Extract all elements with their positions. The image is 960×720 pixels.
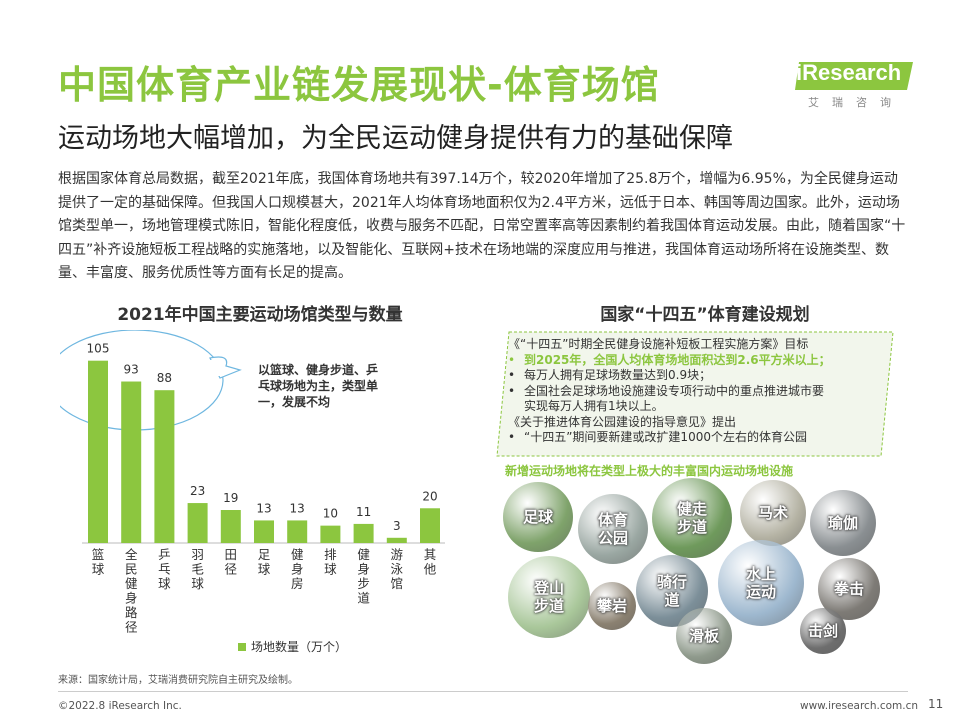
facility-label: 瑜伽 <box>827 514 858 532</box>
footer-divider <box>58 691 908 692</box>
category-label: 游泳馆 <box>391 547 404 591</box>
copyright: ©2022.8 iResearch Inc. <box>58 700 182 712</box>
bullet: • <box>508 430 516 444</box>
plan-line: • 每万人拥有足球场数量达到0.9块； <box>508 368 888 384</box>
chart-title: 2021年中国主要运动场馆类型与数量 <box>117 305 403 325</box>
category-label: 全民健身路径 <box>125 547 138 635</box>
bar-value-label: 23 <box>190 484 205 498</box>
facility-label: 攀岩 <box>596 597 627 615</box>
facility-label: 拳击 <box>833 580 864 598</box>
bars-group: 105 篮球 93 全民健身路径 88 乒乓球 23 羽毛球 19 田径 13 足球 13 健身房 10 排球… <box>87 342 440 635</box>
legend-label: 场地数量（万个） <box>251 640 348 654</box>
bullet: • <box>508 352 516 367</box>
facility-circle: 登山步道 <box>508 556 590 638</box>
plan-line: • “十四五”期间要新建或改扩建1000个左右的体育公园 <box>508 430 888 446</box>
plan-line: • 全国社会足球场地设施建设专项行动中的重点推进城市要 <box>508 384 888 400</box>
facility-circle: 体育公园 <box>578 494 648 564</box>
bar-value-label: 11 <box>356 505 371 519</box>
facility-label: 滑板 <box>688 627 719 645</box>
bar-10 <box>420 508 440 543</box>
bar-9 <box>386 537 407 543</box>
page-number: 11 <box>928 697 944 711</box>
category-label: 篮球 <box>92 547 105 577</box>
bar-5 <box>254 520 274 543</box>
logo-subtitle: 艾瑞咨询 <box>808 96 904 109</box>
category-label: 排球 <box>324 547 337 577</box>
bar-value-label: 93 <box>124 363 139 377</box>
bar-0 <box>88 360 108 543</box>
intro-paragraph: 根据国家体育总局数据，截至2021年底，我国体育场地共有397.14万个，较20… <box>58 171 906 281</box>
plan-line: 《关于推进体育公园建设的指导意见》提出 <box>508 415 888 431</box>
bar-6 <box>287 520 308 543</box>
category-label: 田径 <box>225 547 238 577</box>
iresearch-logo <box>795 62 913 90</box>
facility-label: 健走步道 <box>676 500 707 536</box>
plan-line-text: “十四五”期间要新建或改扩建1000个左右的体育公园 <box>524 430 807 444</box>
callout-text: 以篮球、健身步道、乒 <box>258 362 378 377</box>
bar-2 <box>154 390 175 543</box>
bullet: • <box>508 383 516 398</box>
plan-box <box>496 331 894 457</box>
plan-line-text: 实现每万人拥有1块以上。 <box>524 399 664 413</box>
bar-value-label: 20 <box>422 489 437 503</box>
bar-value-label: 13 <box>256 501 271 515</box>
category-label: 健身步道 <box>357 547 370 606</box>
facility-label: 水上运动 <box>745 565 776 601</box>
bar-value-label: 10 <box>323 507 338 521</box>
category-label: 羽毛球 <box>191 547 204 591</box>
facility-label: 足球 <box>522 508 553 526</box>
chart-legend: 场地数量（万个） <box>238 638 347 655</box>
facility-circle: 滑板 <box>676 608 732 664</box>
plan-line-text: 每万人拥有足球场数量达到0.9块； <box>524 368 712 382</box>
plan-line-text: 《“十四五”时期全民健身设施补短板工程实施方案》目标 <box>508 337 809 351</box>
bar-chart: 以篮球、健身步道、乒 乓球场地为主，类型单 一，发展不均 105 篮球 93 全民健身… <box>60 330 445 635</box>
facility-label: 体育公园 <box>597 511 628 547</box>
category-label: 其他 <box>424 547 437 577</box>
facility-label: 登山步道 <box>533 579 564 615</box>
bar-1 <box>121 381 142 543</box>
plan-line: 实现每万人拥有1块以上。 <box>508 399 888 415</box>
facility-circle: 瑜伽 <box>810 490 876 556</box>
bar-value-label: 3 <box>393 519 401 533</box>
facility-circle: 足球 <box>503 482 573 552</box>
legend-swatch <box>238 642 246 651</box>
facility-label: 骑行道 <box>656 573 687 609</box>
facility-circle: 攀岩 <box>588 582 636 630</box>
bar-value-label: 105 <box>87 342 110 356</box>
bar-7 <box>320 525 341 543</box>
category-label: 健身房 <box>291 547 304 591</box>
plan-list: 《“十四五”时期全民健身设施补短板工程实施方案》目标 • 到2025年，全国人均体育… <box>508 337 888 446</box>
bar-value-label: 13 <box>290 501 305 515</box>
facility-circle: 击剑 <box>800 608 846 654</box>
facility-label: 马术 <box>757 504 788 522</box>
bar-3 <box>187 503 208 543</box>
plan-title: 国家“十四五”体育建设规划 <box>600 305 810 325</box>
callout-text: 一，发展不均 <box>258 394 330 409</box>
facility-label: 击剑 <box>807 622 838 640</box>
bar-value-label: 19 <box>223 491 238 505</box>
bullet: • <box>508 368 516 382</box>
plan-line: • 到2025年，全国人均体育场地面积达到2.6平方米以上； <box>508 353 888 369</box>
page-title: 中国体育产业链发展现状-体育场馆 <box>58 63 660 107</box>
facility-circle: 健走步道 <box>652 478 732 558</box>
facilities-caption: 新增运动场地将在类型上极大的丰富国内运动场地设施 <box>505 464 794 478</box>
source-note: 来源：国家统计局，艾瑞消费研究院自主研究及绘制。 <box>58 675 298 686</box>
bar-4 <box>220 510 241 543</box>
plan-line: 《“十四五”时期全民健身设施补短板工程实施方案》目标 <box>508 337 888 353</box>
page-subtitle: 运动场地大幅增加，为全民运动健身提供有力的基础保障 <box>58 123 733 154</box>
plan-line-text: 全国社会足球场地设施建设专项行动中的重点推进城市要 <box>524 383 825 398</box>
callout-text: 乓球场地为主，类型单 <box>258 378 378 393</box>
facility-circle: 水上运动 <box>718 540 804 626</box>
facility-circle: 马术 <box>740 480 806 546</box>
category-label: 乒乓球 <box>158 547 171 591</box>
plan-line-text: 到2025年，全国人均体育场地面积达到2.6平方米以上； <box>524 352 831 367</box>
logo-wordmark: iResearch <box>796 60 902 85</box>
plan-line-text: 《关于推进体育公园建设的指导意见》提出 <box>508 414 737 429</box>
bar-value-label: 88 <box>157 371 172 385</box>
bar-8 <box>353 523 374 543</box>
category-label: 足球 <box>258 547 271 577</box>
website-link[interactable]: www.iresearch.com.cn <box>800 700 919 712</box>
